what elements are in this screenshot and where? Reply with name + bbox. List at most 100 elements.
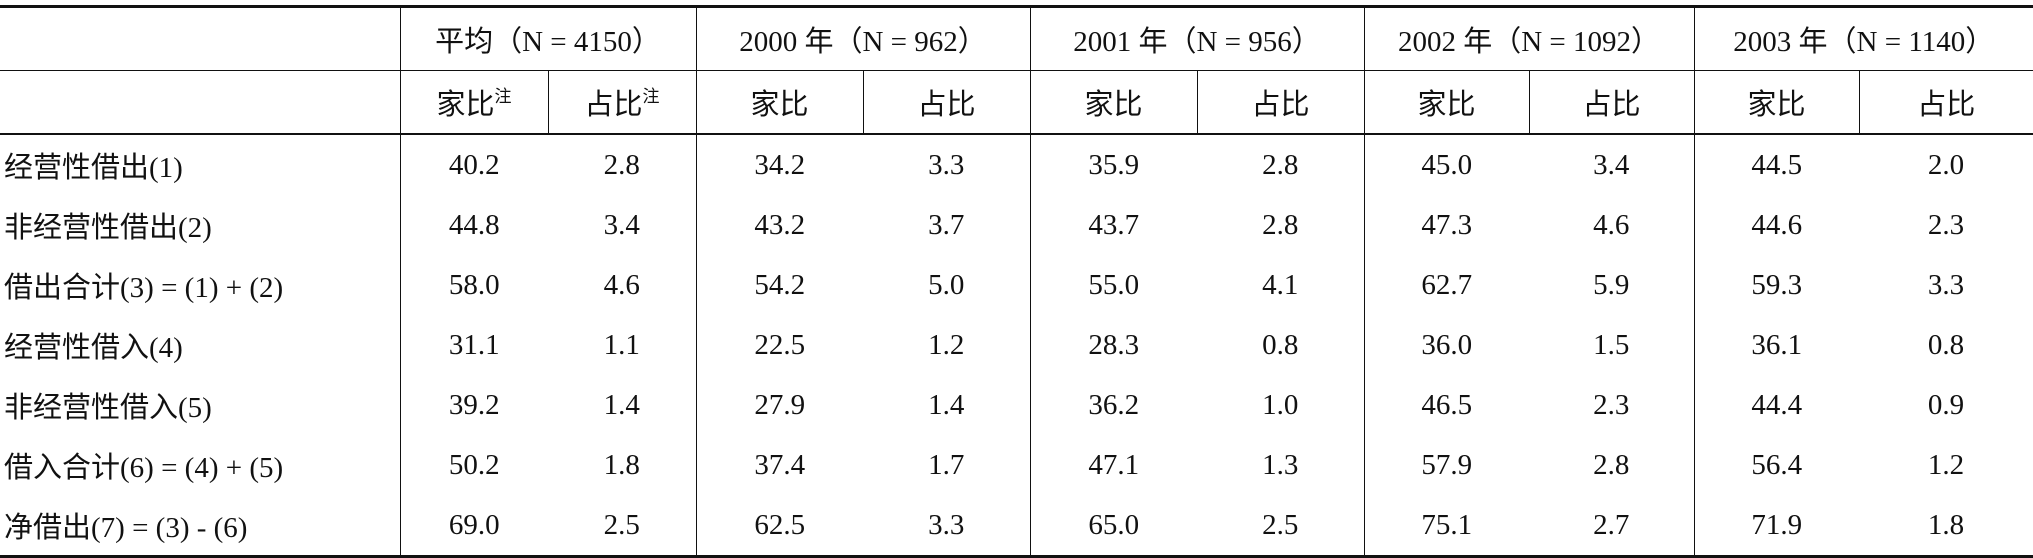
sub-header-text: 占比 [584, 89, 643, 121]
cell-value: 36.1 [1693, 315, 1859, 375]
group-header: 平均（N = 4150） [399, 5, 696, 71]
sub-header: 家比 [695, 70, 863, 135]
cell-value: 3.4 [1593, 148, 1630, 181]
sub-header: 占比 [1528, 70, 1694, 135]
cell-value: 4.6 [603, 268, 640, 301]
cell-value: 5.9 [1593, 268, 1630, 301]
cell-value: 2.5 [1197, 495, 1364, 558]
cell-value: 1.2 [928, 328, 965, 361]
table-row: 非经营性借入(5) 39.2 1.4 27.9 1.4 36.2 1.0 46.5 2.3 44.… [0, 375, 2033, 435]
cell-value: 2.8 [1593, 448, 1630, 481]
cell-value: 0.8 [1927, 328, 1965, 361]
sub-header: 占比 [862, 70, 1030, 135]
cell-value: 2.7 [1529, 495, 1694, 558]
cell-value: 2.8 [1262, 148, 1299, 181]
sub-header-text: 家比 [1084, 89, 1143, 121]
sub-header: 家比 [1029, 70, 1197, 135]
cell-value: 3.3 [928, 148, 965, 181]
table-row: 经营性借入(4) 31.1 1.1 22.5 1.2 28.3 0.8 36.0 1.5 36.1… [0, 315, 2033, 375]
cell-value: 43.2 [695, 195, 863, 255]
data-table: 平均（N = 4150） 2000 年（N = 962） 2001 年（N = 95… [0, 5, 2033, 558]
row-label: 经营性借入(4) [4, 332, 183, 364]
cell-value: 3.3 [1927, 268, 1965, 301]
cell-value: 28.3 [1029, 315, 1197, 375]
cell-value: 1.1 [603, 328, 640, 361]
cell-value: 44.8 [399, 195, 548, 255]
row-label: 非经营性借出(2) [4, 212, 212, 244]
cell-value: 65.0 [1029, 495, 1197, 558]
group-header: 2001 年（N = 956） [1029, 5, 1364, 71]
cell-value: 43.7 [1029, 195, 1197, 255]
cell-value: 47.3 [1363, 195, 1529, 255]
row-label: 借出合计(3) = (1) + (2) [4, 272, 284, 304]
corner-cell [0, 5, 400, 71]
sub-header-text: 家比 [436, 89, 495, 121]
sub-header-text: 占比 [1917, 89, 1976, 121]
cell-value: 62.7 [1363, 255, 1529, 315]
cell-value: 37.4 [695, 435, 863, 495]
cell-value: 2.0 [1927, 148, 1965, 181]
sub-header: 占比注 [547, 70, 696, 135]
cell-value: 55.0 [1029, 255, 1197, 315]
cell-value: 44.6 [1693, 195, 1859, 255]
table-row: 借入合计(6) = (4) + (5) 50.2 1.8 37.4 1.7 47.1 1.3… [0, 435, 2033, 495]
cell-value: 45.0 [1363, 134, 1529, 195]
cell-value: 46.5 [1363, 375, 1529, 435]
cell-value: 1.2 [1927, 448, 1965, 481]
cell-value: 36.0 [1363, 315, 1529, 375]
table-row: 经营性借出(1) 40.2 2.8 34.2 3.3 35.9 2.8 45.0 3.4 44.5… [0, 134, 2033, 195]
cell-value: 47.1 [1029, 435, 1197, 495]
cell-value: 58.0 [399, 255, 548, 315]
cell-value: 59.3 [1693, 255, 1859, 315]
corner-cell [0, 70, 400, 135]
sub-header-text: 家比 [750, 89, 809, 121]
cell-value: 1.4 [928, 388, 965, 421]
cell-value: 2.8 [1262, 208, 1299, 241]
cell-value: 50.2 [399, 435, 548, 495]
sub-header: 家比注 [399, 70, 548, 135]
cell-value: 2.3 [1927, 208, 1965, 241]
cell-value: 34.2 [695, 134, 863, 195]
sub-header: 家比 [1693, 70, 1859, 135]
sub-header: 家比 [1363, 70, 1529, 135]
cell-value: 54.2 [695, 255, 863, 315]
sub-header-text: 占比 [1582, 89, 1641, 121]
cell-value: 3.7 [928, 208, 965, 241]
cell-value: 39.2 [399, 375, 548, 435]
cell-value: 75.1 [1363, 495, 1529, 558]
group-header: 2000 年（N = 962） [695, 5, 1030, 71]
cell-value: 3.4 [603, 208, 640, 241]
group-header: 2002 年（N = 1092） [1363, 5, 1694, 71]
cell-value: 1.8 [1859, 495, 2033, 558]
cell-value: 2.5 [548, 495, 696, 558]
cell-value: 27.9 [695, 375, 863, 435]
cell-value: 0.8 [1262, 328, 1299, 361]
table-row: 借出合计(3) = (1) + (2) 58.0 4.6 54.2 5.0 55.0 4.1… [0, 255, 2033, 315]
cell-value: 62.5 [695, 495, 863, 558]
footnote-mark: 注 [642, 87, 660, 106]
cell-value: 56.4 [1693, 435, 1859, 495]
cell-value: 4.6 [1593, 208, 1630, 241]
group-header-row: 平均（N = 4150） 2000 年（N = 962） 2001 年（N = 95… [0, 5, 2033, 71]
cell-value: 1.5 [1593, 328, 1630, 361]
sub-header-text: 家比 [1747, 89, 1806, 121]
sub-header: 占比 [1858, 70, 2033, 135]
cell-value: 1.4 [603, 388, 640, 421]
cell-value: 44.5 [1693, 134, 1859, 195]
cell-value: 4.1 [1262, 268, 1299, 301]
cell-value: 1.8 [603, 448, 640, 481]
cell-value: 35.9 [1029, 134, 1197, 195]
cell-value: 69.0 [399, 495, 548, 558]
cell-value: 57.9 [1363, 435, 1529, 495]
cell-value: 44.4 [1693, 375, 1859, 435]
cell-value: 1.7 [928, 448, 965, 481]
cell-value: 71.9 [1693, 495, 1859, 558]
table-row: 净借出(7) = (3) - (6) 69.0 2.5 62.5 3.3 65.0 2.5 7… [0, 495, 2033, 558]
sub-header-text: 占比 [917, 89, 976, 121]
cell-value: 1.3 [1262, 448, 1299, 481]
sub-header: 占比 [1196, 70, 1364, 135]
table-row: 非经营性借出(2) 44.8 3.4 43.2 3.7 43.7 2.8 47.3 4.6 44.… [0, 195, 2033, 255]
row-label: 经营性借出(1) [4, 152, 183, 184]
sub-header-text: 家比 [1417, 89, 1476, 121]
